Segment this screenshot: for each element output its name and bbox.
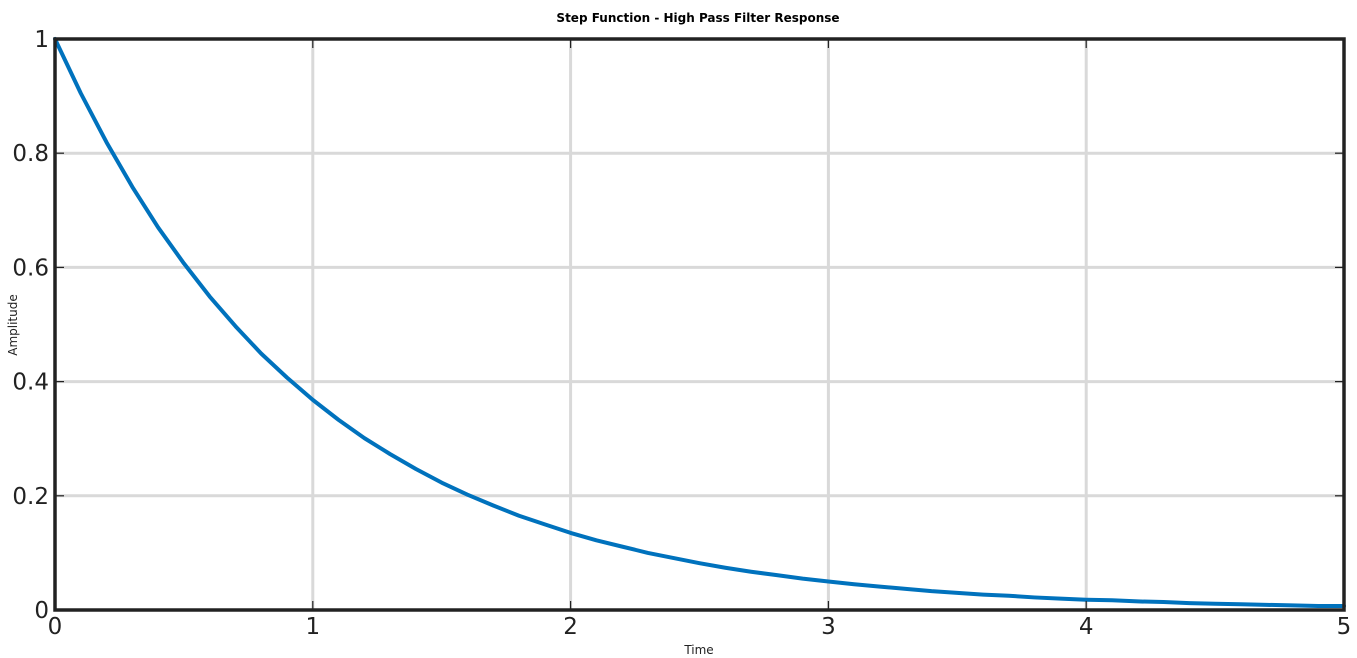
series-line [53,37,1346,608]
y-tick-label: 0.2 [12,484,49,510]
y-tick-label: 0.6 [12,255,49,281]
x-tick-label: 2 [563,614,578,640]
y-tick-label: 0.4 [12,370,49,396]
chart-title: Step Function - High Pass Filter Respons… [556,11,839,25]
x-axis-label: Time [683,643,713,657]
ticks: 0 1 2 3 4 5 0 0.2 0.4 0.6 0.8 1 [12,27,1351,640]
plot-frame [53,37,1346,612]
x-tick-label: 5 [1337,614,1352,640]
x-tick-label: 4 [1079,614,1094,640]
x-tick-label: 1 [305,614,320,640]
y-tick-label: 0.8 [12,141,49,167]
x-tick-label: 0 [48,614,63,640]
y-axis-label: Amplitude [6,294,20,356]
grid [55,39,1344,610]
series-layer [53,37,1346,608]
y-tick-label: 0 [34,598,49,624]
x-tick-label: 3 [821,614,836,640]
y-tick-label: 1 [34,27,49,53]
